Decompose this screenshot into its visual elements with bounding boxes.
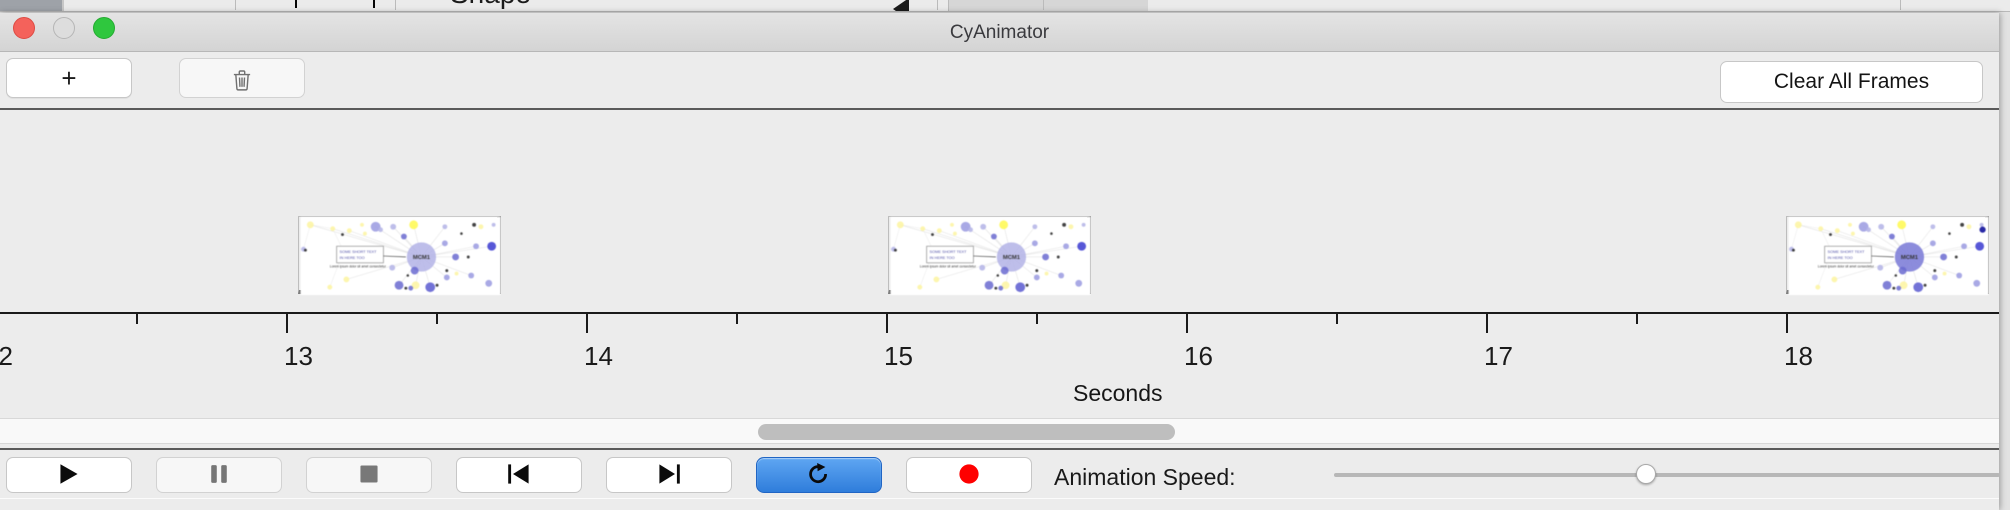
svg-text:SOME SHORT TEXT: SOME SHORT TEXT (1828, 249, 1866, 254)
svg-text:SOME SHORT TEXT: SOME SHORT TEXT (930, 249, 968, 254)
svg-text:Lorem ipsum dolor sit amet con: Lorem ipsum dolor sit amet consectetur (920, 265, 977, 269)
svg-text:MCM1: MCM1 (1901, 255, 1919, 261)
svg-text:IN HERE TOO: IN HERE TOO (340, 255, 365, 260)
svg-text:IN HERE TOO: IN HERE TOO (1828, 255, 1853, 260)
svg-text:Lorem ipsum dolor sit amet con: Lorem ipsum dolor sit amet consectetur (1818, 265, 1875, 269)
svg-text:Lorem ipsum dolor sit amet con: Lorem ipsum dolor sit amet consectetur (330, 265, 387, 269)
svg-text:MCM1: MCM1 (1003, 255, 1021, 261)
svg-text:IN HERE TOO: IN HERE TOO (930, 255, 955, 260)
svg-text:MCM1: MCM1 (413, 255, 431, 261)
svg-text:SOME SHORT TEXT: SOME SHORT TEXT (340, 249, 378, 254)
